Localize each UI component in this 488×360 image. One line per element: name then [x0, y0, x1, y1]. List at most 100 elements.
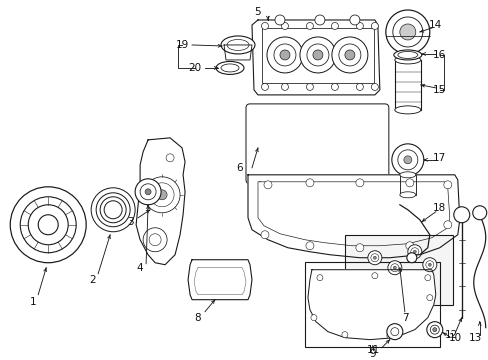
Polygon shape — [307, 270, 435, 339]
Circle shape — [306, 22, 313, 30]
Text: 15: 15 — [432, 85, 446, 95]
Polygon shape — [188, 260, 251, 300]
Circle shape — [310, 315, 316, 321]
Ellipse shape — [394, 106, 420, 114]
Circle shape — [403, 156, 411, 164]
Circle shape — [386, 333, 392, 339]
Circle shape — [424, 275, 430, 281]
Circle shape — [266, 37, 303, 73]
Circle shape — [392, 266, 396, 269]
Text: 7: 7 — [402, 313, 408, 323]
Circle shape — [305, 242, 313, 250]
Text: 11: 11 — [366, 345, 380, 355]
Ellipse shape — [399, 172, 415, 178]
Circle shape — [355, 179, 363, 187]
Circle shape — [28, 205, 68, 245]
Circle shape — [386, 324, 402, 339]
Text: 6: 6 — [236, 163, 243, 173]
Circle shape — [305, 179, 313, 187]
Circle shape — [157, 190, 167, 200]
Circle shape — [371, 273, 377, 279]
Circle shape — [443, 181, 451, 189]
Bar — [262, 28, 373, 83]
Text: 5: 5 — [254, 7, 261, 17]
Text: 20: 20 — [188, 63, 201, 73]
Circle shape — [356, 22, 363, 30]
Circle shape — [299, 37, 335, 73]
Circle shape — [453, 207, 469, 223]
Text: 1: 1 — [30, 297, 37, 307]
Ellipse shape — [216, 62, 244, 75]
Circle shape — [145, 189, 151, 195]
Circle shape — [150, 183, 174, 207]
Circle shape — [166, 154, 174, 162]
Circle shape — [312, 50, 322, 60]
Text: 9: 9 — [369, 348, 375, 359]
Circle shape — [261, 231, 268, 239]
Text: 4: 4 — [137, 263, 143, 273]
Circle shape — [392, 17, 422, 47]
Circle shape — [261, 84, 268, 90]
Circle shape — [91, 188, 135, 232]
Circle shape — [387, 261, 401, 275]
Circle shape — [370, 22, 378, 30]
Circle shape — [273, 44, 295, 66]
Circle shape — [405, 179, 413, 187]
Polygon shape — [136, 138, 184, 265]
Circle shape — [410, 248, 418, 256]
Text: 16: 16 — [432, 50, 446, 60]
Text: 10: 10 — [448, 333, 461, 343]
Circle shape — [281, 22, 288, 30]
Circle shape — [425, 261, 433, 269]
Circle shape — [20, 197, 76, 253]
Circle shape — [373, 256, 376, 259]
Text: 13: 13 — [468, 333, 481, 343]
Circle shape — [370, 254, 378, 262]
Circle shape — [38, 215, 58, 235]
Circle shape — [391, 144, 423, 176]
Circle shape — [426, 295, 432, 301]
Circle shape — [344, 50, 354, 60]
Ellipse shape — [399, 192, 415, 198]
Ellipse shape — [397, 51, 417, 58]
Circle shape — [135, 179, 161, 205]
Circle shape — [341, 332, 347, 338]
Circle shape — [149, 234, 161, 246]
Circle shape — [399, 24, 415, 40]
Text: 14: 14 — [428, 20, 442, 30]
Bar — [399, 175, 415, 195]
Text: 8: 8 — [194, 313, 201, 323]
Circle shape — [406, 253, 416, 263]
Circle shape — [306, 84, 313, 90]
Circle shape — [405, 242, 413, 250]
Circle shape — [306, 44, 328, 66]
Circle shape — [429, 325, 438, 334]
Text: 3: 3 — [126, 217, 133, 227]
Circle shape — [281, 84, 288, 90]
Circle shape — [412, 250, 415, 253]
Circle shape — [316, 275, 322, 281]
Bar — [344, 235, 452, 305]
Circle shape — [314, 15, 324, 25]
Circle shape — [426, 322, 442, 338]
Text: 18: 18 — [432, 203, 446, 213]
Circle shape — [397, 150, 417, 170]
Circle shape — [261, 22, 268, 30]
Ellipse shape — [221, 64, 239, 72]
Circle shape — [96, 193, 130, 227]
Circle shape — [100, 197, 126, 223]
Circle shape — [264, 181, 271, 189]
Circle shape — [407, 245, 421, 259]
Circle shape — [443, 221, 451, 229]
Polygon shape — [251, 20, 379, 95]
Polygon shape — [224, 45, 251, 60]
Polygon shape — [247, 175, 459, 258]
Bar — [305, 262, 439, 347]
Text: 2: 2 — [89, 275, 95, 285]
Circle shape — [390, 264, 398, 272]
Circle shape — [331, 22, 338, 30]
Ellipse shape — [394, 56, 420, 64]
Circle shape — [367, 251, 381, 265]
Circle shape — [356, 84, 363, 90]
Circle shape — [427, 263, 430, 266]
